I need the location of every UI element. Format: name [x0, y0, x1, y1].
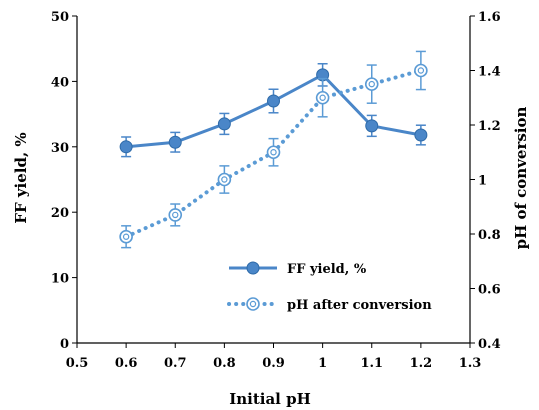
x-tick-label: 0.6: [115, 356, 138, 371]
axes: 0.5 0.6 0.7 0.8 0.9 1 1.1 1.2 1.3 0 10 20 30 40 50 0.4 0…: [51, 10, 501, 371]
marker-core: [319, 94, 326, 101]
marker-core: [368, 80, 375, 88]
marker-core: [122, 233, 130, 240]
x-tick-label: 0.8: [213, 356, 236, 371]
x-tick-label: 0.9: [262, 356, 285, 371]
series: [119, 50, 428, 249]
y2-axis-title: pH of conversion: [512, 106, 530, 249]
marker-ring: [266, 145, 281, 160]
x-tick-label: 1: [318, 356, 327, 371]
y2-tick-label: 1: [478, 174, 487, 189]
marker-ring: [217, 172, 232, 187]
data-point: [365, 119, 379, 133]
x-tick-label: 0.5: [66, 356, 89, 371]
y2-tick-label: 0.8: [478, 228, 501, 243]
data-point: [315, 90, 330, 105]
data-point: [414, 63, 428, 78]
y-tick-label: 20: [51, 206, 69, 221]
y2-tick-label: 1.4: [478, 65, 501, 80]
y-tick-label: 10: [51, 272, 69, 287]
y-tick-label: 50: [51, 10, 69, 25]
marker-core: [417, 67, 425, 74]
y2-tick-label: 0.6: [478, 283, 501, 298]
marker-ring: [315, 90, 330, 105]
data-point: [119, 140, 133, 154]
data-point: [267, 94, 280, 108]
y-tick-label: 40: [51, 75, 69, 90]
data-point: [217, 117, 231, 131]
marker-ring: [119, 229, 133, 244]
legend-marker: [246, 297, 260, 311]
y2-tick-label: 0.4: [478, 337, 501, 352]
data-point: [414, 128, 428, 142]
data-point: [266, 145, 281, 160]
x-tick-label: 0.7: [164, 356, 187, 371]
marker-ring: [364, 77, 379, 91]
legend-label: pH after conversion: [287, 298, 432, 313]
data-point: [168, 135, 182, 149]
legend-marker: [246, 261, 260, 275]
data-point: [119, 229, 133, 244]
marker-ring: [414, 63, 428, 78]
legend-marker-core: [249, 300, 257, 308]
marker-core: [221, 176, 228, 183]
marker-core: [172, 211, 179, 219]
marker-core: [270, 149, 277, 156]
y2-tick-label: 1.6: [478, 10, 501, 25]
y-tick-label: 30: [51, 141, 69, 156]
data-point: [364, 77, 379, 91]
x-tick-label: 1.3: [459, 356, 482, 371]
legend: FF yield, % pH after conversion: [227, 261, 432, 313]
data-point: [217, 172, 232, 187]
x-tick-label: 1.2: [410, 356, 433, 371]
data-point: [168, 208, 183, 222]
x-axis-title: Initial pH: [229, 390, 311, 408]
x-tick-label: 1.1: [360, 356, 383, 371]
y-tick-label: 0: [60, 337, 69, 352]
legend-label: FF yield, %: [287, 262, 367, 277]
marker-ring: [168, 208, 183, 222]
y-axis-title: FF yield, %: [12, 132, 30, 223]
y2-tick-label: 1.2: [478, 119, 501, 134]
